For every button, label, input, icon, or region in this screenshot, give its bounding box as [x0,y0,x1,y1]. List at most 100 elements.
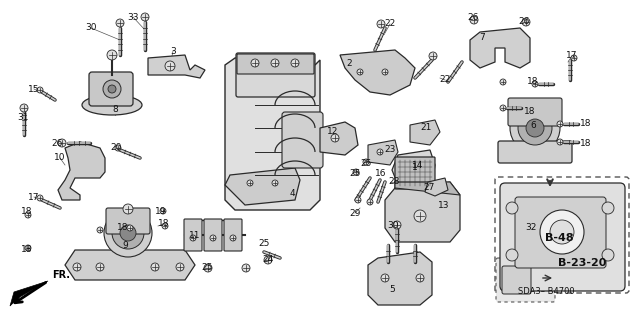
FancyBboxPatch shape [204,219,222,251]
Text: 11: 11 [189,232,201,241]
Circle shape [37,87,43,93]
Circle shape [210,235,216,241]
Circle shape [97,227,103,233]
Text: 13: 13 [438,202,450,211]
Circle shape [123,204,133,214]
Text: 25: 25 [202,263,212,271]
Circle shape [190,235,196,241]
Circle shape [557,139,563,145]
FancyBboxPatch shape [395,157,435,189]
Text: 19: 19 [156,206,167,216]
FancyBboxPatch shape [496,258,555,302]
Text: 30: 30 [85,24,97,33]
Text: 15: 15 [28,85,40,93]
Circle shape [510,103,560,153]
Polygon shape [368,252,432,305]
Text: 20: 20 [110,143,122,152]
Circle shape [242,264,250,272]
Text: B-23-20: B-23-20 [558,258,606,268]
Circle shape [251,59,259,67]
Polygon shape [58,142,105,200]
Text: 10: 10 [54,153,66,162]
Text: 18: 18 [21,207,33,217]
Circle shape [116,19,124,27]
FancyBboxPatch shape [508,98,562,126]
Circle shape [355,197,361,203]
Circle shape [20,104,28,112]
Text: 1: 1 [412,164,418,173]
Text: 24: 24 [262,256,274,264]
Text: 17: 17 [566,51,578,61]
Circle shape [522,18,530,26]
Text: 21: 21 [420,123,432,132]
Circle shape [103,80,121,98]
Circle shape [73,263,81,271]
FancyBboxPatch shape [282,112,323,168]
Polygon shape [340,50,415,95]
Circle shape [162,223,168,229]
Circle shape [272,180,278,186]
Text: 25: 25 [349,169,361,179]
Polygon shape [385,182,460,242]
Circle shape [416,274,424,282]
Circle shape [571,55,577,61]
Text: 6: 6 [530,121,536,130]
Text: 18: 18 [580,138,592,147]
Circle shape [381,274,389,282]
Circle shape [151,263,159,271]
Circle shape [500,79,506,85]
Circle shape [107,50,117,60]
Circle shape [120,225,136,241]
Circle shape [141,13,149,21]
Circle shape [557,121,563,127]
Circle shape [526,119,544,137]
Text: 18: 18 [21,244,33,254]
Text: 4: 4 [289,189,295,197]
Polygon shape [148,55,205,78]
FancyBboxPatch shape [502,266,531,294]
Circle shape [291,59,299,67]
Text: 28: 28 [388,177,400,187]
FancyBboxPatch shape [224,219,242,251]
Text: 23: 23 [384,145,396,153]
Polygon shape [225,168,300,205]
Polygon shape [225,55,320,210]
Text: FR.: FR. [52,270,70,280]
Polygon shape [10,281,48,306]
Text: 25: 25 [259,240,269,249]
Text: 29: 29 [349,209,361,218]
Polygon shape [395,182,460,195]
Text: 8: 8 [112,106,118,115]
Circle shape [165,61,175,71]
Circle shape [96,263,104,271]
Polygon shape [410,120,440,145]
Text: 18: 18 [158,219,170,228]
Circle shape [506,202,518,214]
Circle shape [108,85,116,93]
Circle shape [429,52,437,60]
Circle shape [602,202,614,214]
Text: B-48: B-48 [545,233,573,243]
Text: 25: 25 [360,160,372,168]
Circle shape [470,16,478,24]
Text: 17: 17 [28,192,40,202]
Circle shape [367,199,373,205]
Circle shape [204,264,212,272]
Text: SDA3– B4700: SDA3– B4700 [518,287,575,296]
Circle shape [363,159,369,165]
Text: 32: 32 [525,224,537,233]
FancyBboxPatch shape [236,53,315,97]
Circle shape [550,220,574,244]
Text: 5: 5 [389,285,395,293]
Circle shape [58,139,66,147]
Circle shape [393,221,401,229]
Circle shape [414,210,426,222]
Circle shape [230,235,236,241]
Circle shape [500,105,506,111]
Circle shape [331,134,339,142]
Text: 9: 9 [122,241,128,249]
Text: 12: 12 [327,127,339,136]
Circle shape [176,263,184,271]
Text: 22: 22 [385,19,396,28]
Circle shape [25,245,31,251]
